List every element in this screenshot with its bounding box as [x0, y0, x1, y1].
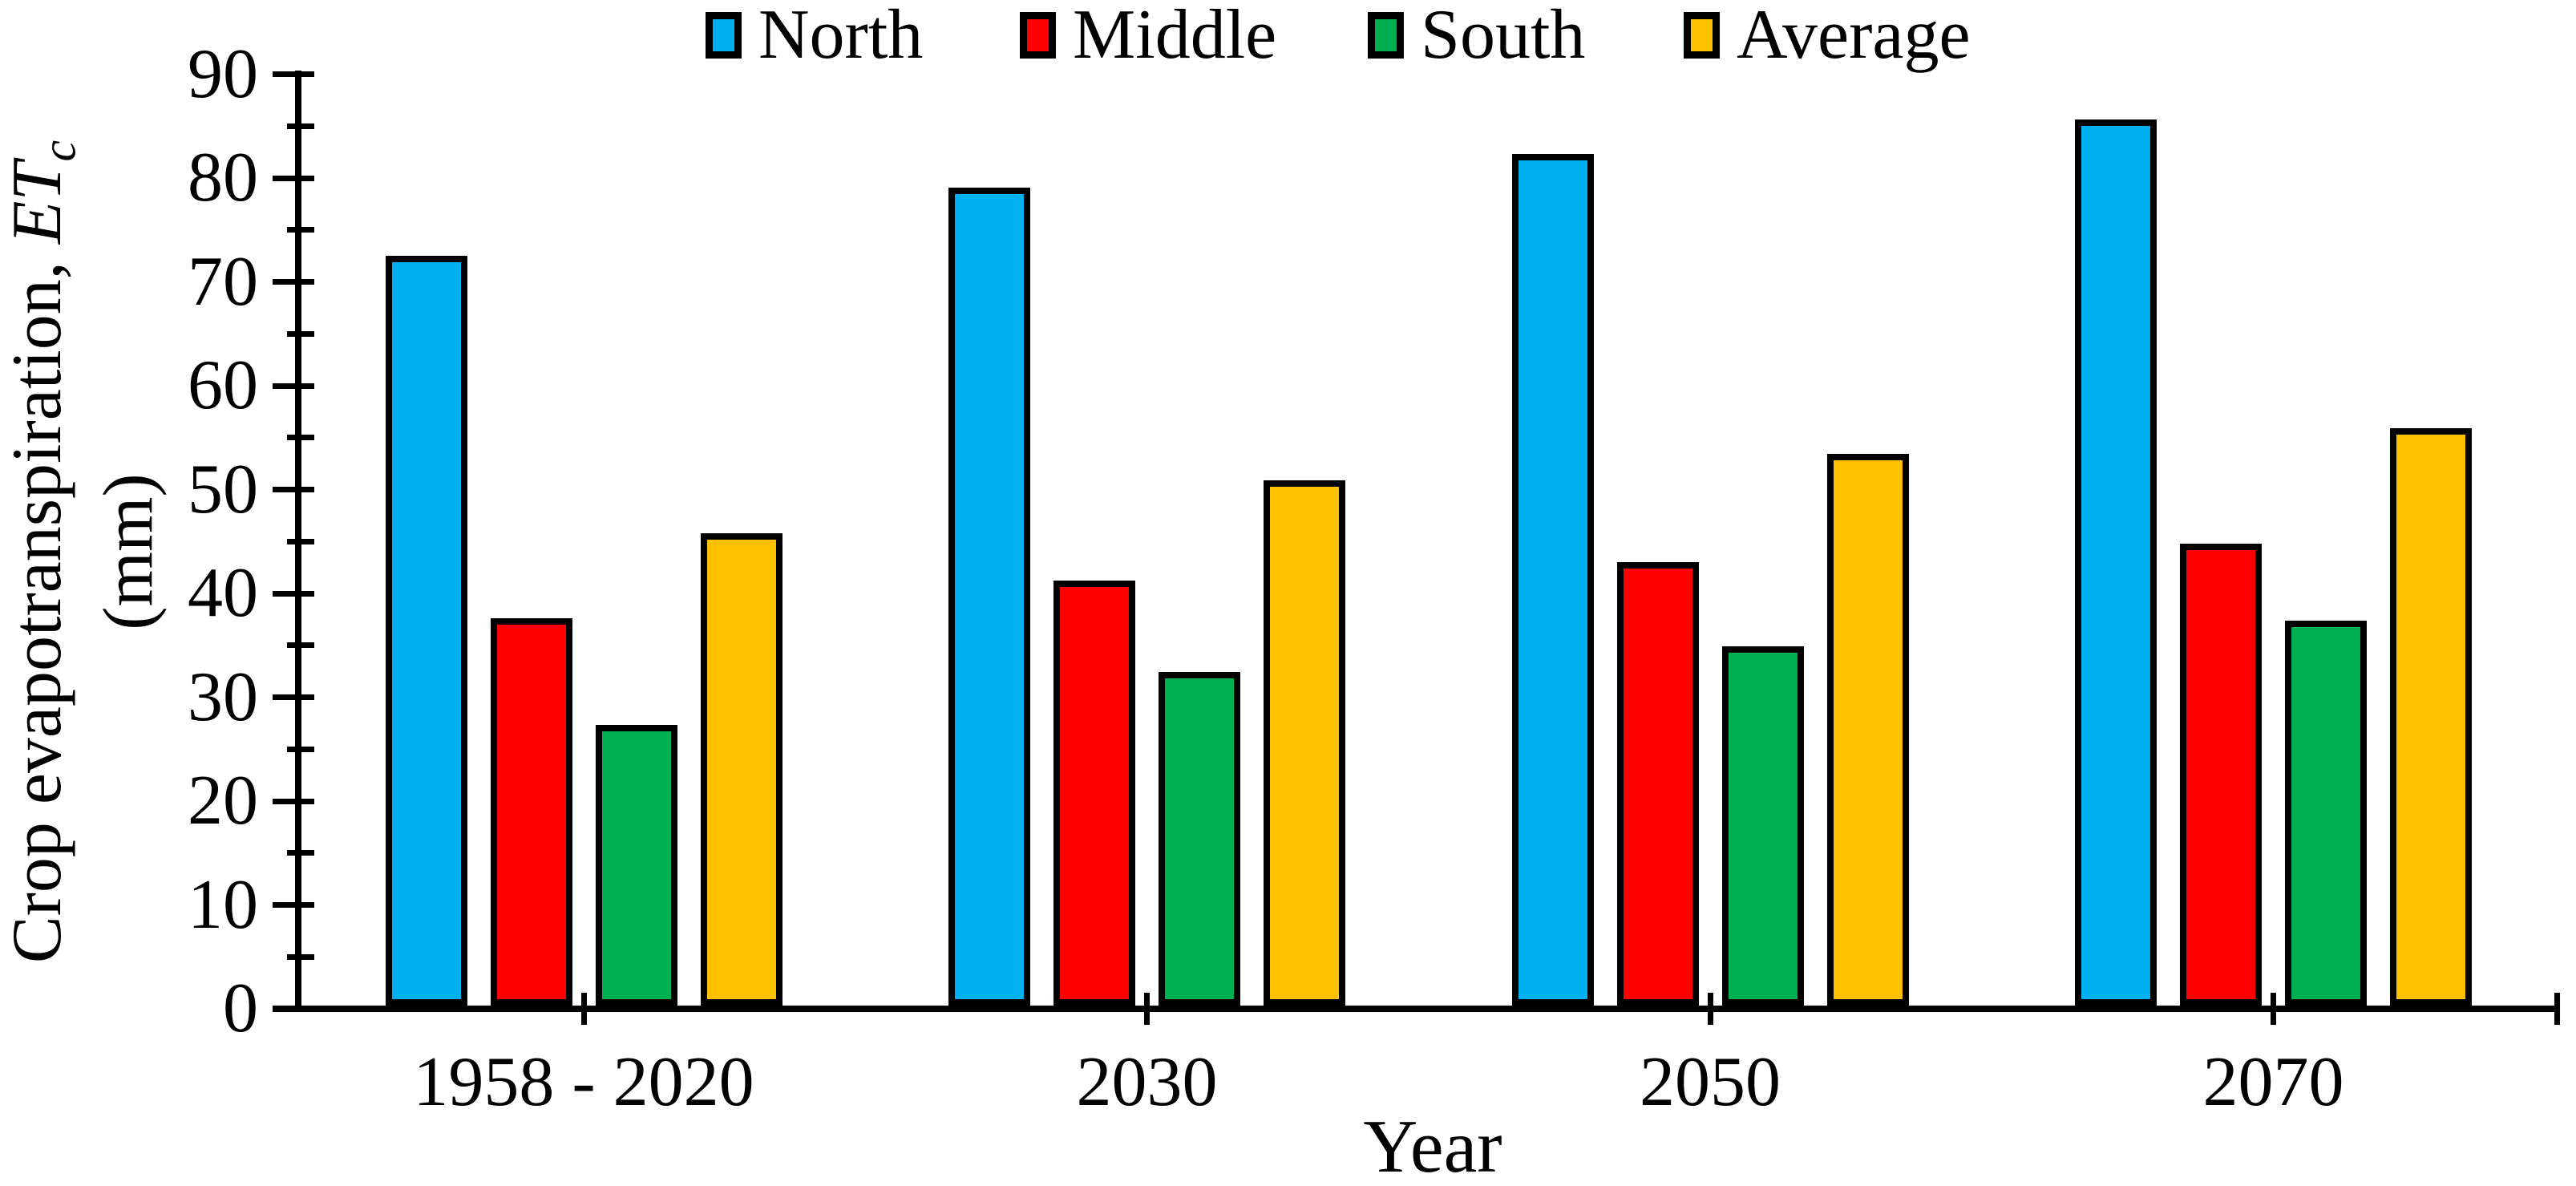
y-tick-label: 90: [188, 34, 258, 113]
y-tick-label: 20: [188, 762, 258, 840]
legend-label: Middle: [1073, 0, 1277, 74]
y-tick-label: 50: [188, 450, 258, 528]
legend-label: North: [758, 0, 924, 74]
y-major-tick: [273, 902, 314, 908]
bar-middle-4: [2180, 543, 2262, 1006]
legend-label: South: [1421, 0, 1586, 74]
y-minor-tick: [287, 538, 314, 544]
legend-label: Average: [1737, 0, 1971, 74]
bar-south-3: [1721, 646, 1804, 1006]
legend-swatch-average: [1684, 12, 1720, 59]
bar-north-2: [948, 187, 1030, 1006]
x-tick-label: 1958 - 2020: [413, 1043, 754, 1121]
y-major-tick: [273, 487, 314, 492]
x-axis-title: Year: [1363, 1105, 1502, 1186]
x-axis-line: [273, 1006, 2559, 1012]
legend-item-middle[interactable]: Middle: [1020, 0, 1277, 74]
legend-swatch-north: [706, 12, 742, 59]
bar-middle-2: [1053, 581, 1135, 1006]
x-tick-label: 2070: [2202, 1043, 2344, 1121]
bar-middle-3: [1616, 562, 1699, 1006]
y-tick-label: 40: [188, 554, 258, 632]
y-tick-label: 70: [188, 242, 258, 321]
y-minor-tick: [287, 123, 314, 129]
bar-average-4: [2390, 427, 2472, 1006]
bar-south-1: [595, 725, 677, 1006]
x-axis-end-tick: [2554, 993, 2560, 1025]
y-tick-label: 30: [188, 658, 258, 736]
y-axis-title-line1: Crop evapotranspiration, ETc: [0, 140, 86, 964]
y-minor-tick: [287, 953, 314, 960]
bar-average-1: [700, 532, 783, 1006]
x-tick-label: 2030: [1076, 1043, 1218, 1121]
legend-swatch-middle: [1020, 12, 1056, 59]
y-major-tick: [273, 383, 314, 389]
x-tick: [2271, 993, 2276, 1025]
legend-swatch-south: [1368, 12, 1404, 59]
bar-average-2: [1264, 480, 1345, 1006]
bar-north-4: [2075, 119, 2157, 1006]
y-major-tick: [273, 175, 314, 181]
legend-item-average[interactable]: Average: [1684, 0, 1971, 74]
y-minor-tick: [287, 642, 314, 649]
bar-average-3: [1826, 454, 1909, 1006]
x-tick: [1144, 993, 1150, 1025]
y-minor-tick: [287, 330, 314, 337]
y-minor-tick: [287, 227, 314, 233]
y-minor-tick: [287, 746, 314, 752]
y-axis-title: Crop evapotranspiration, ETc (mm): [0, 111, 168, 993]
y-major-tick: [273, 798, 314, 804]
y-major-tick: [273, 694, 314, 700]
y-major-tick: [273, 1006, 314, 1012]
y-tick-label: 0: [223, 969, 258, 1047]
y-major-tick: [273, 590, 314, 597]
legend-item-north[interactable]: North: [706, 0, 924, 74]
bar-north-3: [1511, 154, 1594, 1006]
y-major-tick: [273, 71, 314, 77]
x-tick: [1707, 993, 1713, 1025]
y-major-tick: [273, 279, 314, 285]
x-tick-label: 2050: [1640, 1043, 1781, 1121]
x-tick: [580, 993, 587, 1025]
legend-item-south[interactable]: South: [1368, 0, 1586, 74]
y-minor-tick: [287, 435, 314, 441]
bar-north-1: [385, 256, 467, 1006]
y-tick-label: 80: [188, 139, 258, 217]
y-tick-label: 10: [188, 865, 258, 944]
y-tick-label: 60: [188, 346, 258, 424]
bar-south-4: [2285, 620, 2367, 1006]
bar-south-2: [1159, 672, 1240, 1006]
y-minor-tick: [287, 850, 314, 856]
bar-middle-1: [490, 617, 572, 1006]
